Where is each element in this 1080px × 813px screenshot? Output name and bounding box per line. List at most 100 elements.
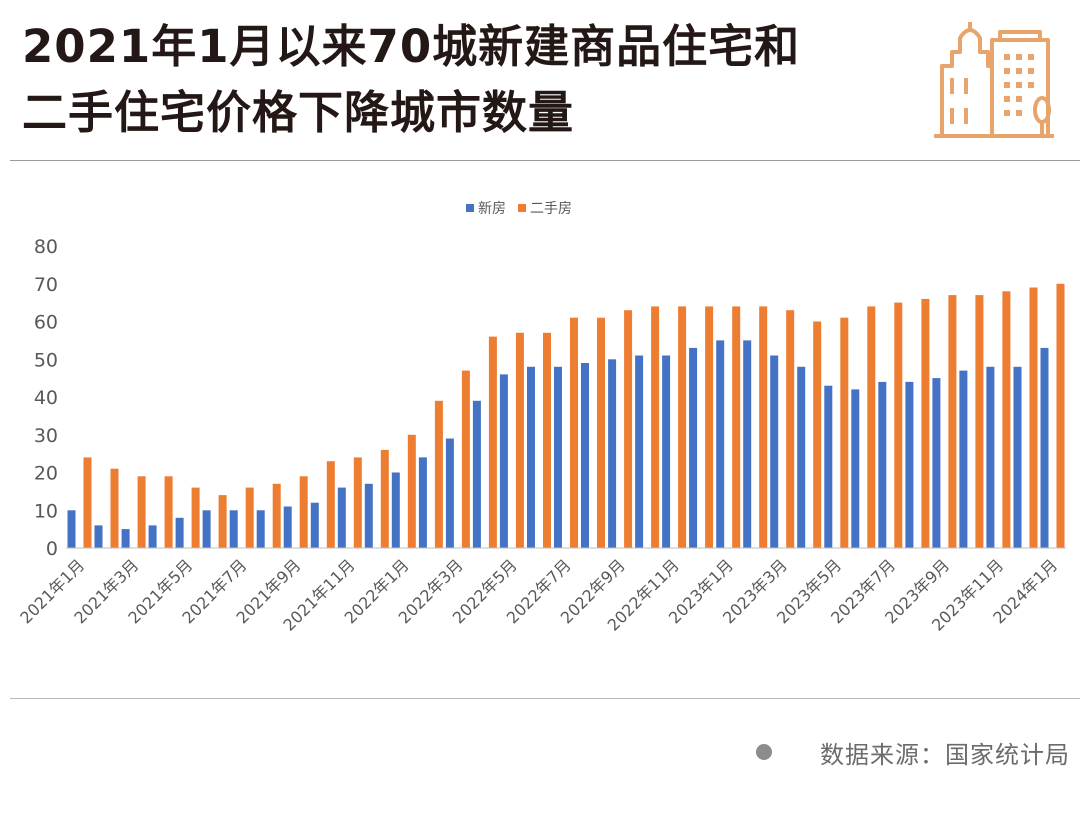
bar-new: [202, 510, 211, 549]
bar-new: [499, 374, 508, 548]
title-line-1: 2021年1月以来70城新建商品住宅和: [22, 20, 801, 73]
bar-second-hand: [110, 468, 119, 548]
bar-second-hand: [1002, 291, 1011, 548]
bar-second-hand: [326, 461, 335, 548]
bar-new: [959, 370, 968, 548]
legend-label-0: 新房: [478, 201, 506, 217]
bar-second-hand: [245, 487, 254, 548]
title-line-2: 二手住宅价格下降城市数量: [22, 86, 575, 139]
bar-second-hand: [1056, 283, 1065, 549]
bar-new: [283, 506, 292, 548]
bar-new: [851, 389, 860, 548]
bar-second-hand: [732, 306, 741, 548]
bar-second-hand: [218, 495, 227, 548]
bar-second-hand: [137, 476, 146, 548]
bar-new: [878, 381, 887, 548]
bar-new: [905, 381, 914, 548]
bar-second-hand: [83, 457, 92, 548]
bar-second-hand: [191, 487, 200, 548]
legend-swatch-1: [518, 204, 526, 212]
source-text: 数据来源：国家统计局: [820, 740, 1070, 769]
bar-second-hand: [488, 336, 497, 548]
bar-second-hand: [705, 306, 714, 548]
bar-new: [121, 529, 130, 548]
bar-second-hand: [597, 317, 605, 548]
bar-second-hand: [813, 321, 822, 548]
bar-second-hand: [461, 370, 470, 548]
legend: 新房 二手房: [466, 201, 572, 217]
bar-new: [797, 366, 806, 548]
bar-new: [635, 355, 644, 548]
bar-new: [175, 517, 184, 548]
bar-new: [986, 366, 995, 548]
bar-second-hand: [272, 483, 281, 548]
bar-new: [94, 525, 103, 548]
bar-new: [932, 378, 941, 548]
bar-new: [67, 510, 76, 549]
bar-second-hand: [948, 295, 957, 548]
y-tick-label: 50: [34, 349, 58, 371]
legend-swatch-0: [466, 204, 474, 212]
bar-new: [689, 347, 698, 548]
bar-second-hand: [786, 310, 795, 548]
bar-second-hand: [353, 457, 362, 548]
bar-new: [581, 363, 589, 548]
y-tick-label: 80: [34, 236, 58, 258]
bar-second-hand: [651, 306, 660, 548]
bar-new: [608, 359, 617, 549]
bar-new: [743, 340, 752, 548]
bars: [67, 283, 1065, 549]
y-tick-label: 0: [46, 538, 58, 560]
bar-new: [256, 510, 265, 549]
bar-new: [445, 438, 454, 548]
bar-second-hand: [975, 295, 984, 548]
top-divider: [10, 160, 1080, 161]
bar-new: [1013, 366, 1022, 548]
y-tick-label: 60: [34, 312, 58, 334]
bar-second-hand: [867, 306, 876, 548]
bar-second-hand: [840, 317, 849, 548]
x-axis: 2021年1月2021年3月2021年5月2021年7月2021年9月2021年…: [16, 547, 1066, 635]
bar-new: [391, 472, 400, 548]
bar-new: [716, 340, 725, 548]
y-tick-label: 40: [34, 387, 58, 409]
bar-second-hand: [299, 476, 308, 548]
bar-new: [337, 487, 346, 548]
bar-second-hand: [759, 306, 768, 548]
y-axis: 0 10 20 30 40 50 60 70 80: [34, 236, 58, 560]
bar-new: [662, 355, 671, 548]
y-tick-label: 30: [34, 425, 58, 447]
bottom-divider: [10, 698, 1080, 699]
bar-second-hand: [407, 434, 416, 549]
bar-second-hand: [515, 332, 524, 548]
bar-new: [229, 510, 238, 549]
bar-new: [364, 483, 373, 548]
bar-chart: 新房 二手房 0 10 20 30 40 50 60 70 80 2021年1月2021年3月20…: [16, 201, 1066, 635]
bar-new: [770, 355, 779, 548]
bar-new: [310, 502, 319, 548]
legend-label-1: 二手房: [530, 201, 572, 217]
bar-second-hand: [380, 449, 389, 548]
bar-new: [472, 400, 481, 548]
bar-second-hand: [570, 317, 578, 548]
bar-new: [148, 525, 157, 548]
bar-second-hand: [921, 298, 930, 548]
bar-second-hand: [1029, 287, 1038, 548]
y-tick-label: 70: [34, 274, 58, 296]
bar-second-hand: [624, 310, 633, 548]
chart-title: 2021年1月以来70城新建商品住宅和 二手住宅价格下降城市数量: [22, 14, 902, 146]
bar-new: [554, 366, 562, 548]
bar-second-hand: [678, 306, 687, 548]
bar-second-hand: [894, 302, 903, 548]
bar-second-hand: [543, 332, 551, 548]
bar-second-hand: [434, 400, 443, 548]
city-buildings-icon: [934, 22, 1054, 138]
bullet-dot-icon: [756, 744, 772, 760]
bar-second-hand: [164, 476, 173, 548]
y-tick-label: 20: [34, 463, 58, 485]
bar-new: [824, 385, 833, 548]
bar-new: [1040, 347, 1049, 548]
y-tick-label: 10: [34, 500, 58, 522]
bar-new: [418, 457, 427, 548]
source-note: 数据来源：国家统计局: [756, 732, 1070, 772]
